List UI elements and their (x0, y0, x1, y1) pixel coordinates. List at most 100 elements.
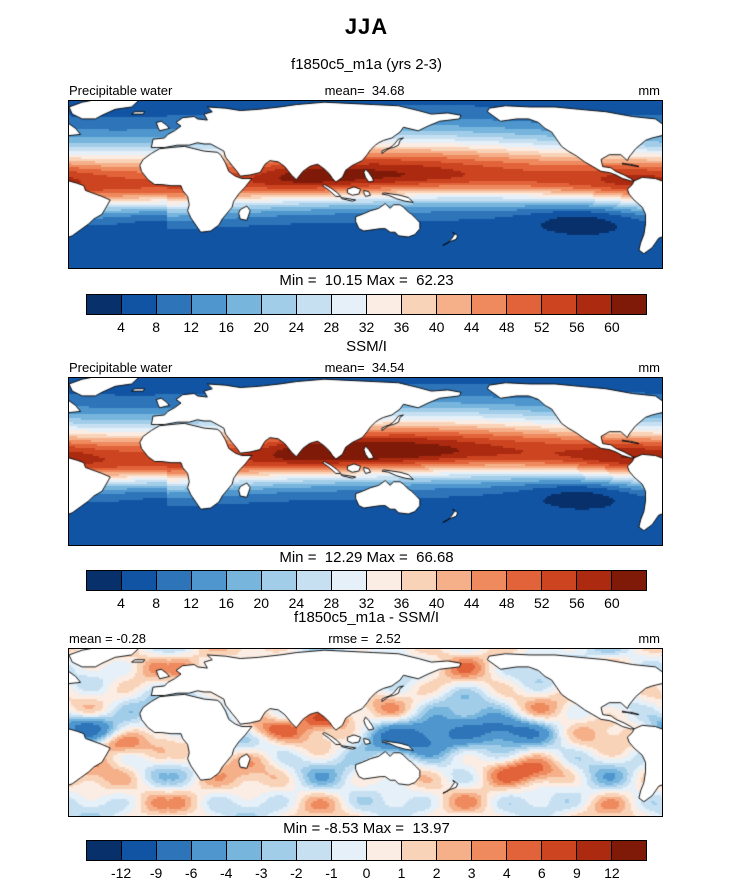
colorbar-tick-label: 0 (362, 865, 371, 881)
colorbar-cell (401, 295, 436, 314)
colorbar-cell (87, 841, 121, 860)
colorbar-cell (611, 295, 646, 314)
colorbar-cell (261, 841, 296, 860)
colorbar-tick-label: 8 (152, 595, 161, 611)
colorbar-cell (471, 841, 506, 860)
colorbar-cell (261, 295, 296, 314)
colorbar-cell (436, 841, 471, 860)
colorbar-tick-label: 12 (183, 319, 199, 335)
colorbar-ticks-obs: 4 8 12 16 20 24 28 32 36 40 44 48 52 56 60 (86, 595, 647, 612)
colorbar-cell (296, 571, 331, 590)
panel-diff-subtitle: f1850c5_m1a - SSM/I (293, 609, 440, 626)
units-label: mm (638, 631, 660, 646)
colorbar-tick-label: 24 (288, 595, 305, 611)
colorbar-tick-label: 2 (432, 865, 441, 881)
units-label: mm (638, 83, 660, 98)
colorbar-cell (331, 295, 366, 314)
panel-obs-header: Precipitable water mean= 34.54 mm (68, 359, 661, 375)
colorbar-tick-label: 3 (467, 865, 476, 881)
minmax-label-model: Min = 10.15 Max = 62.23 (279, 272, 454, 289)
colorbar-cell (331, 571, 366, 590)
colorbar-tick-label: 48 (498, 319, 515, 335)
minmax-label-obs: Min = 12.29 Max = 66.68 (279, 549, 454, 566)
colorbar-tick-label: 44 (463, 319, 480, 335)
panel-obs-subtitle: SSM/I (346, 338, 387, 355)
colorbar-cell (436, 571, 471, 590)
colorbar-cell (366, 295, 401, 314)
colorbar-cell (156, 841, 191, 860)
panel-model-header: Precipitable water mean= 34.68 mm (68, 82, 661, 98)
colorbar-tick-label: 48 (498, 595, 515, 611)
colorbar-diff (86, 840, 647, 861)
colorbar-cell (296, 841, 331, 860)
colorbar-tick-label: 60 (604, 319, 620, 335)
colorbar-cell (541, 571, 576, 590)
colorbar-cell (121, 295, 156, 314)
colorbar-tick-label: 12 (183, 595, 199, 611)
colorbar-tick-label: 36 (393, 319, 410, 335)
map-obs-frame (68, 377, 663, 546)
colorbar-cell (471, 295, 506, 314)
colorbar-tick-label: 16 (218, 595, 235, 611)
colorbar-cell (87, 295, 121, 314)
units-label: mm (638, 360, 660, 375)
colorbar-tick-label: 1 (397, 865, 406, 881)
colorbar-tick-label: 52 (534, 319, 550, 335)
colorbar-tick-label: 44 (463, 595, 480, 611)
colorbar-tick-label: 56 (569, 595, 585, 611)
colorbar-tick-label: 16 (218, 319, 235, 335)
colorbar-tick-label: 60 (604, 595, 620, 611)
colorbar-obs (86, 570, 647, 591)
map-model-frame (68, 100, 663, 269)
colorbar-cell (121, 841, 156, 860)
colorbar-tick-label: 20 (253, 319, 270, 335)
colorbar-cell (87, 571, 121, 590)
colorbar-tick-label: 28 (323, 595, 340, 611)
colorbar-tick-label: 9 (572, 865, 581, 881)
colorbar-cell (576, 841, 611, 860)
colorbar-tick-label: 12 (604, 865, 620, 881)
colorbar-cell (506, 571, 541, 590)
colorbar-tick-label: 4 (502, 865, 511, 881)
colorbar-cell (191, 841, 226, 860)
colorbar-cell (611, 841, 646, 860)
colorbar-cell (366, 841, 401, 860)
colorbar-tick-label: 20 (253, 595, 270, 611)
colorbar-tick-label: 24 (288, 319, 305, 335)
colorbar-cell (191, 571, 226, 590)
panel-diff-header: mean = -0.28 rmse = 2.52 mm (68, 630, 661, 646)
colorbar-tick-label: -1 (325, 865, 338, 881)
map-obs-canvas (69, 378, 662, 545)
variable-label: Precipitable water (69, 360, 173, 375)
colorbar-tick-label: 40 (428, 319, 445, 335)
colorbar-tick-label: -4 (220, 865, 233, 881)
minmax-label-diff: Min = -8.53 Max = 13.97 (283, 820, 450, 837)
colorbar-tick-label: 4 (117, 319, 125, 335)
colorbar-cell (366, 571, 401, 590)
colorbar-cell (156, 295, 191, 314)
colorbar-ticks-diff: -12 -9 -6 -4 -3 -2 -1 0 1 2 3 4 6 9 12 (86, 865, 647, 882)
variable-label: Precipitable water (69, 83, 173, 98)
colorbar-tick-label: -6 (184, 865, 198, 881)
colorbar-tick-label: -3 (255, 865, 268, 881)
map-diff-frame (68, 648, 663, 817)
colorbar-tick-label: -9 (149, 865, 163, 881)
panel-model-subtitle: f1850c5_m1a (yrs 2-3) (291, 56, 442, 73)
colorbar-tick-label: 6 (537, 865, 546, 881)
colorbar-tick-label: 40 (428, 595, 445, 611)
colorbar-cell (401, 841, 436, 860)
rmse-stat: rmse = 2.52 (328, 631, 401, 646)
colorbar-cell (541, 841, 576, 860)
map-model-canvas (69, 101, 662, 268)
mean-stat: mean = -0.28 (69, 631, 146, 646)
colorbar-cell (541, 295, 576, 314)
colorbar-tick-label: 28 (323, 319, 340, 335)
colorbar-cell (506, 841, 541, 860)
colorbar-cell (226, 571, 261, 590)
mean-stat: mean= 34.68 (324, 83, 405, 98)
map-diff-canvas (69, 649, 662, 816)
colorbar-cell (191, 295, 226, 314)
colorbar-cell (471, 571, 506, 590)
colorbar-cell (261, 571, 296, 590)
colorbar-tick-label: 32 (358, 319, 375, 335)
